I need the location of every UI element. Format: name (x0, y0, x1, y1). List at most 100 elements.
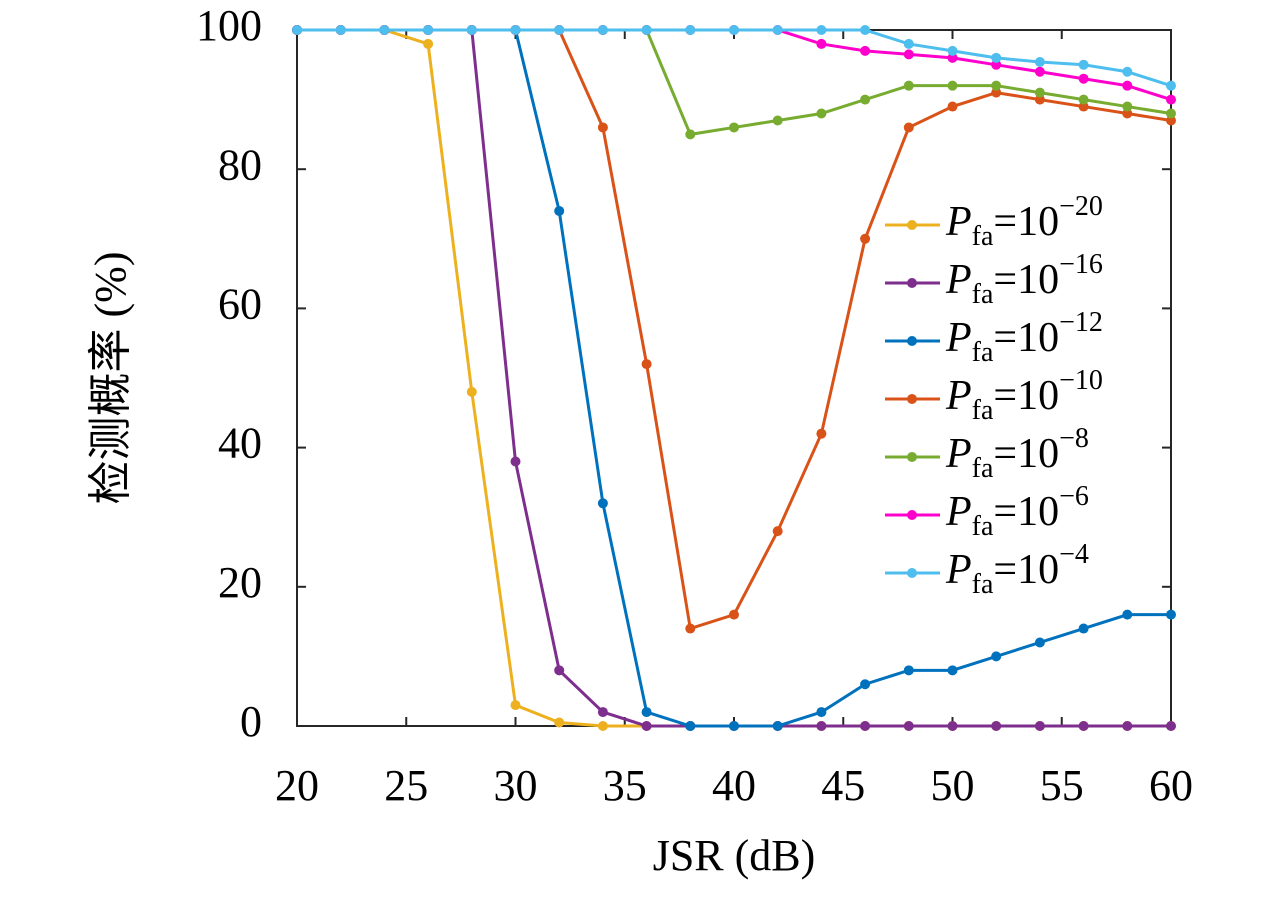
data-point (903, 38, 914, 49)
data-point (860, 721, 871, 731)
data-point (641, 707, 652, 718)
data-point (903, 80, 914, 91)
data-point (510, 700, 521, 711)
data-point (991, 80, 1002, 91)
legend-marker (907, 336, 917, 346)
data-point (1122, 66, 1133, 77)
legend-text: Pfa=10−16 (945, 249, 1103, 310)
data-point (903, 49, 914, 60)
data-point (1166, 108, 1176, 119)
data-point (816, 38, 827, 49)
x-tick-label: 20 (275, 761, 319, 810)
legend-text: Pfa=10−10 (945, 365, 1103, 426)
data-point (772, 721, 783, 731)
data-point (1166, 80, 1176, 91)
data-point (466, 386, 477, 397)
data-point (597, 721, 608, 731)
legend-text: Pfa=10−12 (945, 307, 1103, 368)
data-point (1034, 94, 1045, 105)
data-point (1078, 94, 1089, 105)
data-point (729, 122, 739, 133)
data-point (729, 25, 739, 35)
data-point (772, 526, 783, 537)
x-tick-label: 35 (603, 761, 647, 810)
x-tick-label: 60 (1149, 761, 1193, 810)
y-tick-label: 80 (218, 140, 262, 189)
data-point (597, 25, 608, 35)
data-point (991, 52, 1002, 63)
data-point (947, 665, 958, 676)
legend-marker (907, 568, 917, 578)
data-point (292, 25, 302, 35)
data-point (1034, 637, 1045, 648)
data-point (1166, 721, 1176, 731)
data-point (1078, 101, 1089, 112)
legend-text: Pfa=10−20 (945, 191, 1103, 252)
data-point (1034, 87, 1045, 98)
data-point (1078, 73, 1089, 84)
data-point (423, 38, 434, 49)
data-point (947, 721, 958, 731)
x-tick-label: 50 (931, 761, 975, 810)
x-tick-label: 55 (1040, 761, 1084, 810)
data-point (1166, 94, 1176, 105)
data-point (729, 721, 739, 731)
x-axis-label: JSR (dB) (653, 831, 816, 880)
data-point (466, 25, 477, 35)
data-point (641, 25, 652, 35)
data-point (903, 122, 914, 133)
y-tick-label: 40 (218, 419, 262, 468)
data-point (772, 115, 783, 126)
data-point (903, 665, 914, 676)
data-point (1122, 609, 1133, 620)
legend-marker (907, 452, 917, 462)
data-point (729, 609, 739, 620)
data-point (554, 25, 565, 35)
data-point (1078, 623, 1089, 634)
data-point (510, 456, 521, 467)
legend-text: Pfa=10−6 (945, 481, 1089, 542)
data-point (947, 52, 958, 63)
data-point (423, 25, 434, 35)
data-point (1166, 609, 1176, 620)
data-point (685, 25, 696, 35)
data-point (641, 359, 652, 370)
data-point (1166, 115, 1176, 126)
data-point (1078, 59, 1089, 70)
data-point (510, 25, 521, 35)
data-point (1122, 721, 1133, 731)
data-point (1122, 101, 1133, 112)
legend-text: Pfa=10−4 (945, 539, 1089, 600)
data-point (597, 122, 608, 133)
data-point (991, 87, 1002, 98)
data-point (860, 25, 871, 35)
data-point (947, 80, 958, 91)
y-tick-label: 60 (218, 279, 262, 328)
data-point (685, 623, 696, 634)
data-point (947, 45, 958, 56)
data-point (991, 721, 1002, 731)
data-point (1034, 57, 1045, 68)
data-point (991, 651, 1002, 662)
y-tick-label: 0 (240, 697, 262, 746)
data-point (860, 94, 871, 105)
x-tick-label: 40 (712, 761, 756, 810)
data-point (685, 721, 696, 731)
data-point (554, 665, 565, 676)
data-point (860, 679, 871, 690)
data-point (1034, 721, 1045, 731)
data-point (903, 721, 914, 731)
data-point (641, 721, 652, 731)
data-point (379, 25, 390, 35)
y-tick-label: 20 (218, 558, 262, 607)
data-point (772, 25, 783, 35)
data-point (816, 108, 827, 119)
data-point (816, 428, 827, 439)
data-point (554, 717, 565, 728)
data-point (860, 45, 871, 56)
data-point (1034, 66, 1045, 77)
data-point (947, 101, 958, 112)
data-point (991, 59, 1002, 70)
